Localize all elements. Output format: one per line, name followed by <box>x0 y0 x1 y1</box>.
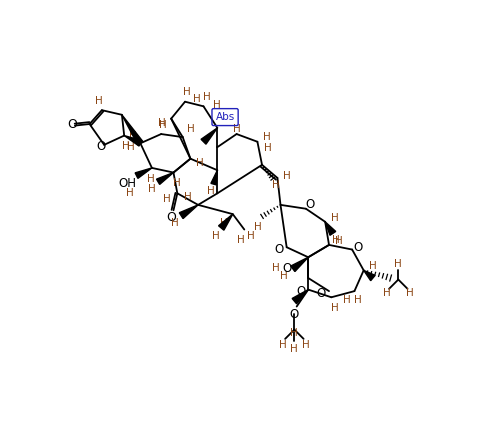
Text: H: H <box>406 288 414 298</box>
Text: Abs: Abs <box>215 112 235 122</box>
Text: H: H <box>148 184 156 195</box>
Text: H: H <box>129 131 137 141</box>
Text: H: H <box>332 235 340 245</box>
Text: O: O <box>68 117 78 131</box>
Text: H: H <box>127 142 135 152</box>
Text: H: H <box>212 231 220 241</box>
Polygon shape <box>201 128 217 144</box>
Text: H: H <box>331 303 339 313</box>
Text: O: O <box>317 287 326 300</box>
Text: O: O <box>96 140 106 153</box>
Polygon shape <box>211 170 217 185</box>
Text: H: H <box>214 100 221 110</box>
Text: H: H <box>302 340 310 350</box>
Text: H: H <box>233 124 241 134</box>
Text: H: H <box>279 340 287 350</box>
Text: H: H <box>159 120 166 130</box>
Text: H: H <box>290 344 298 354</box>
Text: H: H <box>163 195 170 204</box>
Polygon shape <box>124 136 142 146</box>
Text: H: H <box>272 180 280 190</box>
Text: H: H <box>264 143 272 153</box>
Polygon shape <box>364 271 375 281</box>
Text: H: H <box>331 213 338 223</box>
Polygon shape <box>157 173 173 184</box>
Text: H: H <box>95 96 103 106</box>
Polygon shape <box>135 168 152 179</box>
Text: H: H <box>280 271 287 281</box>
Text: H: H <box>343 296 350 305</box>
Polygon shape <box>292 290 308 304</box>
Text: H: H <box>183 86 190 97</box>
Text: H: H <box>196 158 204 167</box>
Polygon shape <box>291 257 308 271</box>
Text: O: O <box>282 262 291 274</box>
Text: H: H <box>207 186 215 196</box>
Text: H: H <box>290 329 298 338</box>
Text: H: H <box>369 262 377 271</box>
Text: O: O <box>290 308 299 321</box>
Polygon shape <box>219 214 233 230</box>
Text: H: H <box>147 174 154 184</box>
Text: H: H <box>335 236 343 246</box>
Text: H: H <box>158 118 166 128</box>
Text: O: O <box>305 198 315 212</box>
Text: O: O <box>354 241 363 254</box>
Text: OH: OH <box>118 177 136 190</box>
Text: H: H <box>193 94 201 103</box>
Text: H: H <box>247 231 254 241</box>
Text: H: H <box>184 192 192 202</box>
Text: H: H <box>254 222 262 232</box>
Text: H: H <box>283 170 291 181</box>
Text: H: H <box>173 179 181 188</box>
Text: H: H <box>126 187 134 198</box>
Text: H: H <box>171 218 179 229</box>
Text: H: H <box>237 235 245 245</box>
Text: H: H <box>383 288 391 298</box>
Text: H: H <box>272 263 280 273</box>
Text: H: H <box>122 141 130 151</box>
Text: H: H <box>354 296 362 305</box>
Polygon shape <box>122 115 143 145</box>
Polygon shape <box>325 222 336 235</box>
Text: O: O <box>166 212 176 224</box>
Text: H: H <box>186 124 194 134</box>
Text: H: H <box>263 132 270 142</box>
Text: O: O <box>296 285 305 298</box>
Polygon shape <box>179 205 198 219</box>
Text: O: O <box>274 243 284 256</box>
Text: H: H <box>395 259 402 269</box>
Text: H: H <box>220 218 228 229</box>
Text: H: H <box>203 92 211 102</box>
